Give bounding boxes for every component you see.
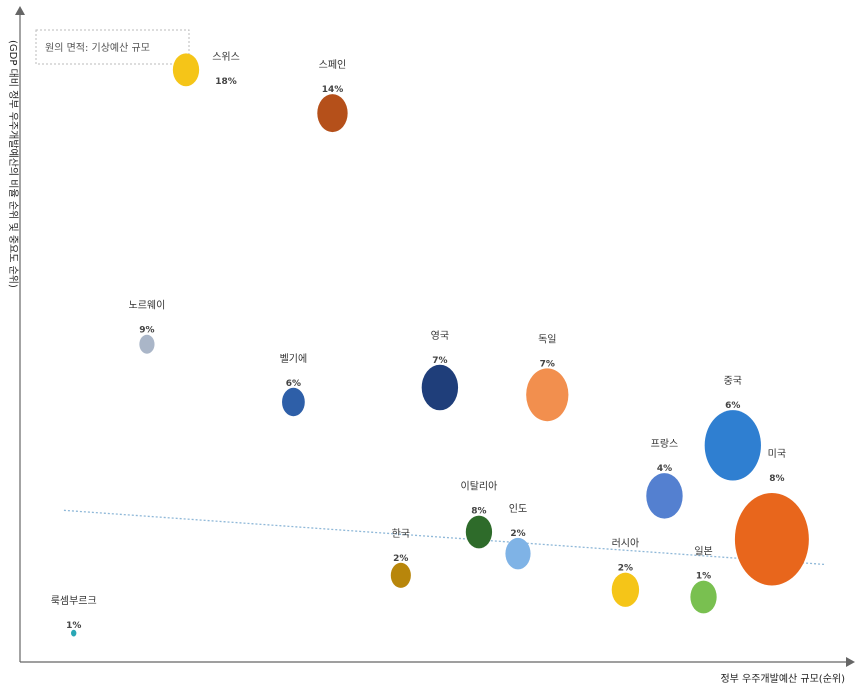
point-label-4: 영국 — [431, 330, 449, 342]
point-label-7: 미국 — [768, 448, 786, 460]
y-axis-arrow-icon — [15, 6, 25, 15]
bubble-14 — [71, 629, 77, 637]
bubble-3 — [282, 387, 305, 417]
bubble-0 — [172, 53, 200, 87]
data-points — [71, 53, 809, 637]
point-label-3: 벨기에 — [280, 353, 308, 365]
x-axis-title: 정부 우주개발예산 규모(순위) — [720, 672, 845, 685]
data-labels: 스위스 18% 스페인 14% 노르웨이 9% 벨기에 6% 영국 7% 독일 7% 중국 6% 미국 8% 프… — [51, 50, 786, 631]
point-pct-13: 1% — [696, 572, 711, 582]
bubble-1 — [317, 94, 348, 133]
point-label-5: 독일 — [538, 333, 556, 345]
point-label-13: 일본 — [694, 546, 712, 558]
bubble-10 — [505, 537, 531, 570]
y-axis-title: (GDP 대비 정부 우주개발예산의 비율 순위 및 중요도 순위) — [7, 40, 20, 288]
point-pct-11: 2% — [393, 554, 408, 564]
point-label-9: 이탈리아 — [461, 480, 498, 493]
point-pct-12: 2% — [618, 564, 633, 574]
point-pct-14: 1% — [66, 621, 81, 631]
point-label-10: 인도 — [509, 503, 527, 515]
point-pct-7: 8% — [769, 474, 784, 484]
point-pct-8: 4% — [657, 464, 672, 474]
point-label-2: 노르웨이 — [129, 300, 166, 312]
point-label-0: 스위스 — [212, 50, 240, 63]
point-label-11: 한국 — [392, 528, 410, 540]
point-pct-3: 6% — [286, 379, 301, 389]
point-label-1: 스페인 — [319, 59, 347, 71]
x-axis-arrow-icon — [846, 657, 855, 667]
bubble-8 — [646, 473, 683, 519]
bubble-7 — [734, 492, 809, 586]
point-pct-5: 7% — [540, 359, 555, 369]
bubble-9 — [465, 515, 493, 549]
legend-text: 원의 면적: 기상예산 규모 — [45, 42, 150, 54]
point-label-12: 러시아 — [612, 538, 640, 550]
point-label-6: 중국 — [724, 375, 742, 387]
point-pct-10: 2% — [510, 529, 525, 539]
bubble-6 — [704, 410, 761, 481]
point-pct-9: 8% — [471, 507, 486, 517]
trendline — [63, 509, 826, 566]
bubble-4 — [421, 364, 459, 411]
point-pct-2: 9% — [139, 326, 154, 336]
point-label-14: 룩셈부르크 — [51, 595, 97, 607]
point-pct-1: 14% — [322, 85, 344, 95]
bubble-5 — [526, 368, 569, 422]
point-pct-0: 18% — [215, 77, 237, 87]
legend-box — [35, 29, 190, 65]
point-label-8: 프랑스 — [651, 438, 679, 450]
point-pct-6: 6% — [725, 401, 740, 411]
bubble-2 — [139, 334, 155, 354]
bubble-11 — [390, 562, 411, 588]
bubble-13 — [690, 580, 717, 614]
point-pct-4: 7% — [432, 356, 447, 366]
bubble-12 — [611, 572, 640, 607]
